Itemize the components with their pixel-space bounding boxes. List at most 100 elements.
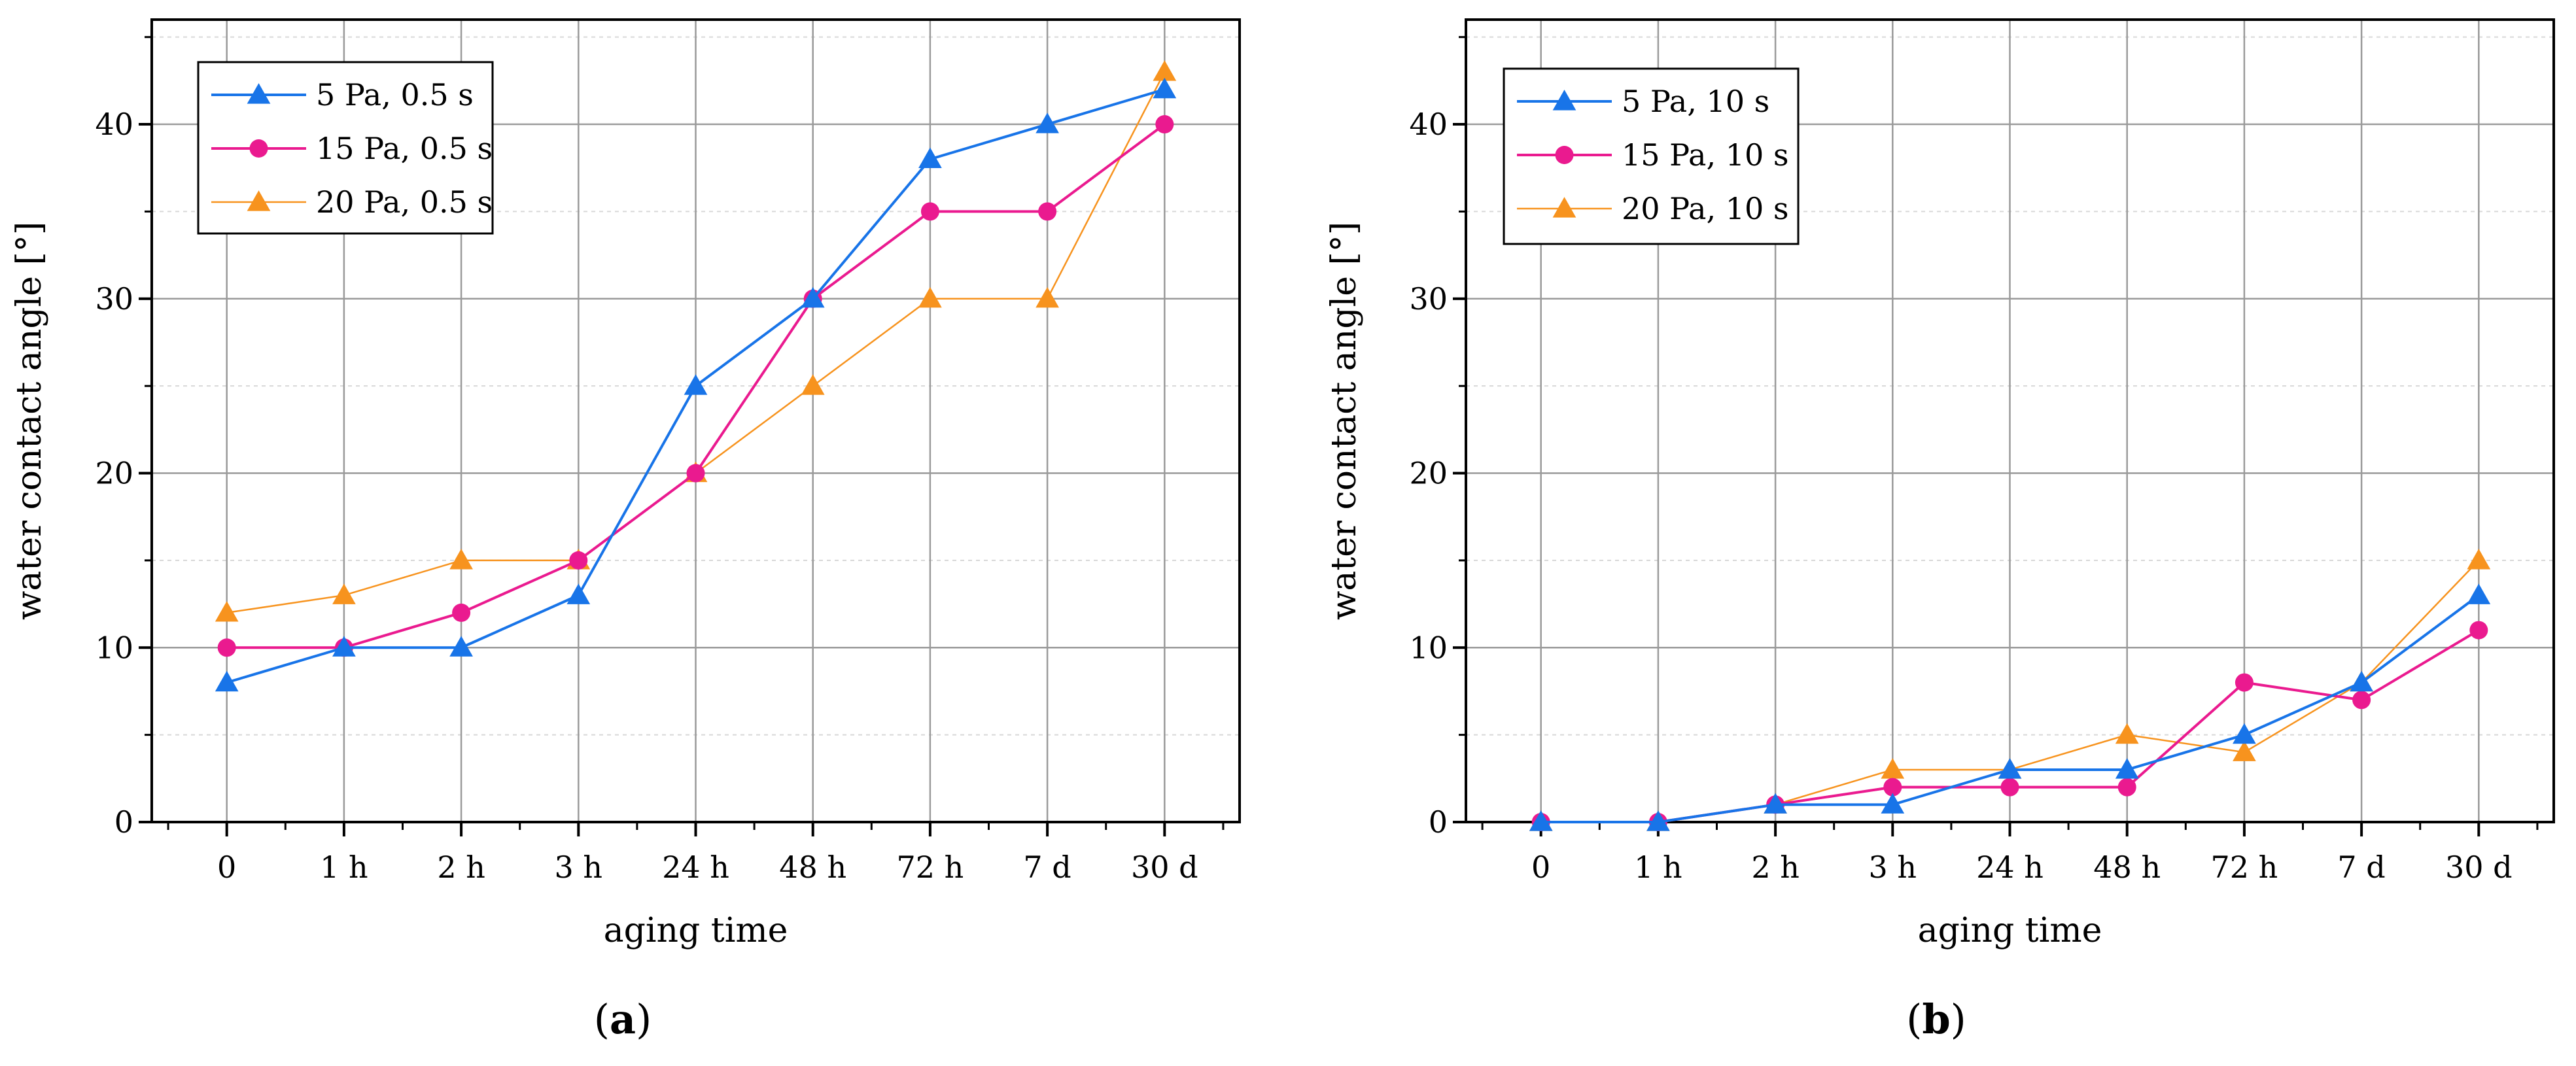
- data-point: [449, 549, 473, 570]
- x-tick-label: 48 h: [2093, 850, 2161, 885]
- data-point: [452, 603, 471, 622]
- x-tick-label: 2 h: [437, 850, 485, 885]
- data-point: [918, 147, 942, 168]
- data-point: [1036, 286, 1059, 308]
- data-point: [801, 374, 825, 395]
- caption-letter: a: [610, 995, 636, 1043]
- data-point: [2233, 723, 2256, 744]
- x-tick-label: 0: [1531, 850, 1550, 885]
- x-tick-label: 0: [217, 850, 236, 885]
- x-tick-label: 1 h: [320, 850, 368, 885]
- data-point: [2352, 691, 2371, 710]
- y-tick-label: 10: [95, 630, 133, 665]
- legend: 5 Pa, 0.5 s 15 Pa, 0.5 s 20 Pa, 0.5 s: [197, 61, 494, 235]
- data-point: [684, 374, 708, 395]
- legend-marker: [247, 83, 271, 104]
- x-tick-label: 3 h: [555, 850, 603, 885]
- legend-marker: [249, 139, 268, 158]
- data-point: [2469, 621, 2488, 640]
- x-axis-title: aging time: [1918, 911, 2102, 950]
- legend-label: 5 Pa, 0.5 s: [316, 77, 474, 112]
- legend-label: 20 Pa, 10 s: [1622, 191, 1788, 226]
- data-point: [2467, 583, 2491, 604]
- y-tick-label: 30: [1409, 281, 1448, 317]
- data-point: [920, 202, 939, 221]
- legend-marker: [247, 190, 271, 211]
- x-tick-label: 30 d: [2445, 850, 2513, 885]
- y-tick-label: 40: [95, 107, 133, 142]
- caption-paren-open: (: [1906, 995, 1922, 1043]
- data-point: [215, 601, 239, 622]
- data-point: [2117, 778, 2136, 797]
- y-tick-label: 10: [1409, 630, 1448, 665]
- data-point: [569, 551, 588, 570]
- data-point: [332, 583, 356, 604]
- y-tick-label: 20: [95, 456, 133, 491]
- legend-box: [1503, 67, 1800, 245]
- data-point: [1646, 810, 1670, 831]
- data-point: [1881, 793, 1905, 814]
- x-tick-label: 2 h: [1751, 850, 1800, 885]
- caption-letter: b: [1922, 995, 1950, 1043]
- x-tick-label: 24 h: [1976, 850, 2044, 885]
- y-tick-label: 20: [1409, 456, 1448, 491]
- data-point: [686, 464, 705, 483]
- data-point: [2115, 758, 2139, 779]
- x-tick-label: 3 h: [1869, 850, 1917, 885]
- y-tick-label: 30: [95, 281, 133, 317]
- data-point: [1883, 778, 1902, 797]
- x-tick-label: 24 h: [662, 850, 729, 885]
- y-tick-label: 0: [114, 804, 133, 840]
- chart-panel-b: 0 10 20 30 40 0 1 h 2 h 3 h 24 h 48 h 72 h 7 d 30 d ag…: [1325, 18, 2555, 1043]
- data-point: [1529, 810, 1553, 831]
- data-point: [1998, 758, 2022, 779]
- data-point: [2235, 673, 2254, 692]
- x-tick-label: 30 d: [1131, 850, 1198, 885]
- x-axis-title: aging time: [604, 911, 788, 950]
- data-point: [2115, 723, 2139, 744]
- data-point: [918, 286, 942, 308]
- y-axis-title: water contact angle [°]: [1325, 222, 1364, 620]
- data-point: [1881, 758, 1905, 779]
- panel-caption: (a): [594, 995, 652, 1043]
- y-tick-label: 0: [1429, 804, 1448, 840]
- x-tick-label: 72 h: [2211, 850, 2278, 885]
- x-tick-label: 7 d: [2337, 850, 2385, 885]
- series-0: [1529, 583, 2491, 831]
- data-point: [801, 286, 825, 308]
- data-point: [1153, 60, 1177, 81]
- data-point: [332, 636, 356, 657]
- x-tick-label: 48 h: [779, 850, 846, 885]
- data-point: [1153, 77, 1177, 99]
- data-point: [2000, 778, 2019, 797]
- data-point: [215, 670, 239, 692]
- legend-label: 5 Pa, 10 s: [1622, 84, 1769, 119]
- caption-paren-open: (: [594, 995, 610, 1043]
- legend-marker: [1555, 146, 1574, 164]
- data-point: [566, 583, 591, 604]
- legend-label: 15 Pa, 0.5 s: [316, 131, 493, 166]
- y-axis-title: water contact angle [°]: [10, 222, 49, 620]
- data-point: [1764, 793, 1787, 814]
- legend-marker: [1552, 90, 1576, 111]
- data-point: [1038, 202, 1057, 221]
- data-point: [1036, 112, 1059, 133]
- legend-marker: [1552, 197, 1576, 218]
- series-0: [215, 77, 1177, 692]
- caption-paren-close: ): [1951, 995, 1966, 1043]
- panel-caption: (b): [1906, 995, 1966, 1043]
- data-point: [2467, 549, 2491, 570]
- data-point: [2233, 740, 2256, 761]
- y-tick-label: 40: [1409, 107, 1448, 142]
- x-tick-label: 72 h: [897, 850, 964, 885]
- x-tick-label: 1 h: [1634, 850, 1682, 885]
- legend-label: 15 Pa, 10 s: [1622, 137, 1788, 173]
- data-point: [449, 636, 473, 657]
- chart-panel-a: 0 10 20 30 40 0 1 h 2 h 3 h 24 h 48 h 72 h 7 d 30 d ag…: [10, 18, 1241, 1043]
- data-point: [217, 638, 236, 657]
- legend: 5 Pa, 10 s 15 Pa, 10 s 20 Pa, 10 s: [1503, 67, 1800, 245]
- x-tick-label: 7 d: [1023, 850, 1071, 885]
- caption-paren-close: ): [636, 995, 652, 1043]
- legend-label: 20 Pa, 0.5 s: [316, 184, 493, 220]
